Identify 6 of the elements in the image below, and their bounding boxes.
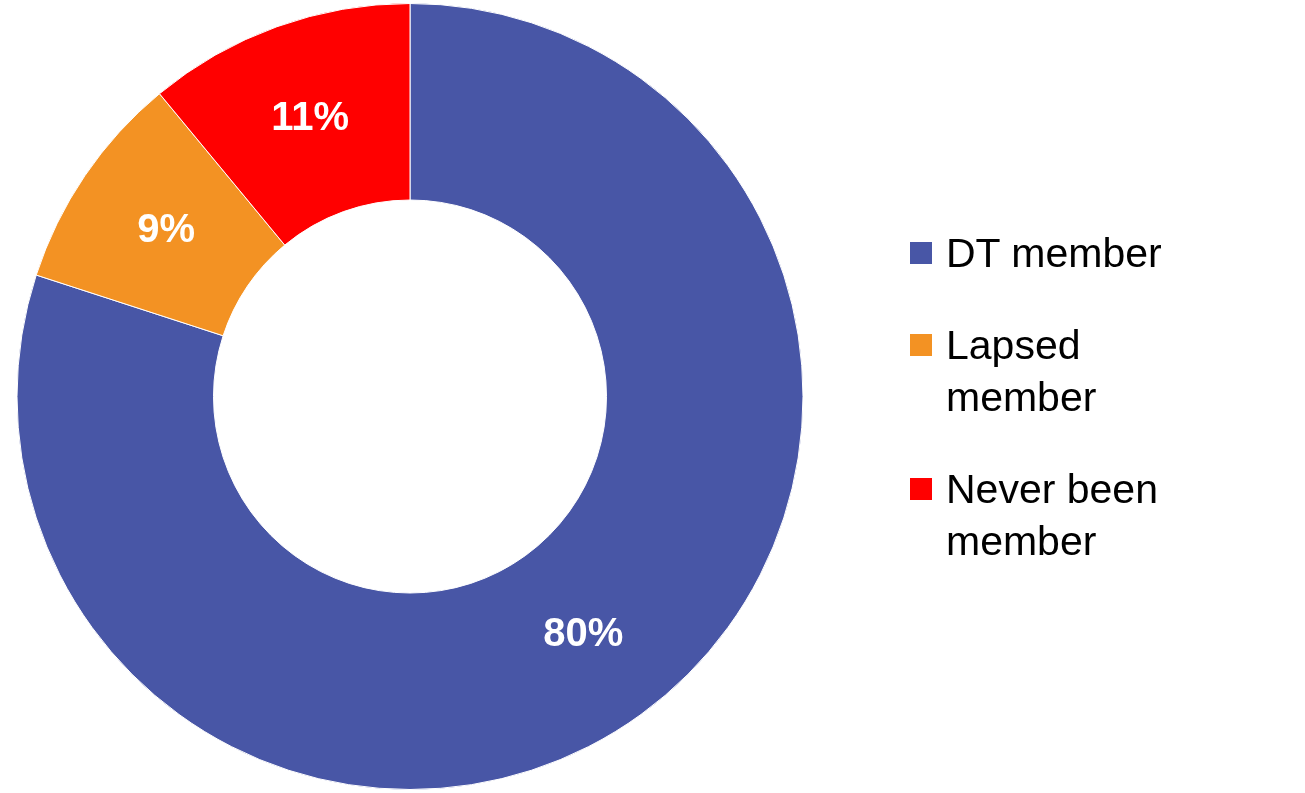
legend-label: Lapsed member <box>946 320 1098 422</box>
data-label: 9% <box>137 205 196 250</box>
data-label: 11% <box>271 94 350 139</box>
legend-label: DT member <box>946 228 1162 278</box>
data-label: 80% <box>543 609 624 654</box>
legend-label: Never been member <box>946 464 1159 566</box>
